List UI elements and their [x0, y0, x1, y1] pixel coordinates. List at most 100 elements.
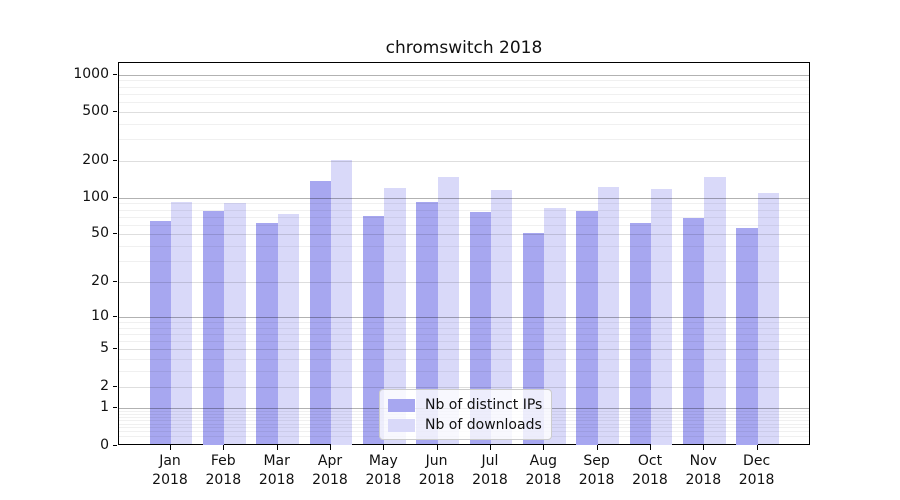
x-tick-sep [596, 444, 598, 450]
x-tick-label-mar: Mar 2018 [258, 453, 295, 488]
bar-downloads-jan [171, 202, 193, 445]
y-tick-1000 [113, 73, 117, 75]
gridline-20 [119, 282, 809, 284]
gridline-600 [119, 102, 809, 103]
x-tick-label-dec: Dec 2018 [738, 453, 775, 488]
gridline-7 [119, 333, 809, 335]
y-tick-label-1000: 1000 [73, 65, 109, 82]
y-tick-20 [113, 281, 117, 283]
gridline-700 [119, 93, 809, 95]
legend-label-distinct-ips: Nb of distinct IPs [425, 397, 543, 413]
legend-swatch-downloads [388, 418, 415, 432]
bar-downloads-nov [704, 176, 726, 445]
bar-downloads-sep [597, 187, 619, 445]
legend-swatch-distinct-ips [388, 398, 415, 412]
legend-label-downloads: Nb of downloads [425, 417, 542, 433]
bar-distinct-ips-jun [416, 202, 438, 445]
bar-distinct-ips-mar [256, 223, 278, 445]
x-tick-mar [276, 444, 278, 450]
x-tick-label-apr: Apr 2018 [312, 453, 348, 488]
plot-area [118, 62, 810, 445]
y-tick-label-20: 20 [91, 273, 109, 290]
y-tick-5 [113, 348, 117, 350]
y-tick-1 [113, 407, 117, 409]
bar-distinct-ips-sep [576, 211, 598, 445]
gridline-30 [119, 261, 809, 263]
x-tick-label-feb: Feb 2018 [205, 453, 242, 488]
y-tick-50 [113, 233, 117, 235]
y-tick-label-1: 1 [100, 399, 109, 416]
x-tick-jul [490, 444, 491, 450]
bar-distinct-ips-oct [629, 223, 651, 445]
x-tick-label-jun: Jun 2018 [418, 453, 455, 488]
x-tick-jun [436, 444, 438, 450]
y-tick-label-0: 0 [100, 436, 109, 453]
x-tick-nov [703, 444, 705, 450]
gridline-60 [119, 224, 809, 226]
bar-distinct-ips-apr [309, 181, 331, 445]
legend-item-downloads: Nb of downloads [388, 417, 542, 433]
bar-downloads-jul [491, 189, 513, 445]
gridline-50 [119, 234, 809, 236]
y-tick-0 [113, 444, 117, 446]
y-tick-label-500: 500 [82, 102, 109, 119]
chart-title: chromswitch 2018 [385, 38, 543, 58]
gridline-500 [119, 111, 809, 113]
gridline-2 [119, 386, 809, 388]
x-tick-may [383, 444, 385, 450]
bar-distinct-ips-may [363, 215, 385, 445]
gridline-6 [119, 341, 809, 342]
gridline-300 [119, 139, 809, 141]
gridline-800 [119, 86, 809, 88]
gridline-70 [119, 216, 809, 218]
x-tick-label-nov: Nov 2018 [685, 453, 722, 488]
y-tick-500 [113, 110, 117, 112]
y-tick-10 [113, 315, 117, 317]
gridline-8 [119, 327, 809, 329]
gridline-40 [119, 246, 809, 248]
legend: Nb of distinct IPs Nb of downloads [379, 389, 553, 440]
gridline-200 [119, 160, 809, 162]
gridline-5 [119, 349, 809, 351]
gridline-100 [119, 197, 809, 199]
x-tick-label-sep: Sep 2018 [578, 453, 615, 488]
x-tick-oct [650, 444, 651, 450]
x-tick-dec [756, 444, 758, 450]
y-tick-label-2: 2 [100, 377, 109, 394]
x-tick-label-jan: Jan 2018 [152, 453, 188, 488]
y-tick-2 [113, 385, 117, 387]
gridline-9 [119, 321, 809, 323]
bar-downloads-oct [651, 189, 673, 445]
x-tick-jan [170, 444, 171, 450]
legend-item-distinct-ips: Nb of distinct IPs [388, 397, 542, 413]
bar-distinct-ips-jan [149, 220, 171, 445]
x-tick-label-oct: Oct 2018 [632, 453, 668, 488]
bar-distinct-ips-dec [736, 227, 758, 445]
gridline-900 [119, 80, 809, 82]
gridline-3 [119, 371, 809, 373]
x-tick-aug [543, 444, 545, 450]
bar-distinct-ips-jul [469, 211, 491, 445]
bar-downloads-may [384, 187, 406, 445]
y-tick-200 [113, 159, 117, 161]
bar-downloads-mar [277, 213, 299, 445]
y-tick-100 [113, 196, 117, 198]
x-tick-label-aug: Aug 2018 [525, 453, 562, 488]
bar-downloads-apr [331, 159, 353, 445]
bar-distinct-ips-feb [203, 211, 225, 445]
x-tick-label-jul: Jul 2018 [472, 453, 508, 488]
gridline-80 [119, 209, 809, 211]
bar-downloads-aug [544, 207, 566, 445]
bar-downloads-dec [757, 193, 779, 445]
y-tick-label-5: 5 [100, 340, 109, 357]
bar-downloads-jun [437, 176, 459, 445]
x-tick-label-may: May 2018 [365, 453, 402, 488]
y-tick-label-50: 50 [91, 225, 109, 242]
gridline-4 [119, 359, 809, 361]
y-tick-label-10: 10 [91, 307, 109, 324]
gridline-10 [119, 316, 809, 318]
y-tick-label-200: 200 [82, 151, 109, 168]
bar-distinct-ips-nov [683, 218, 705, 445]
x-tick-apr [330, 444, 331, 450]
